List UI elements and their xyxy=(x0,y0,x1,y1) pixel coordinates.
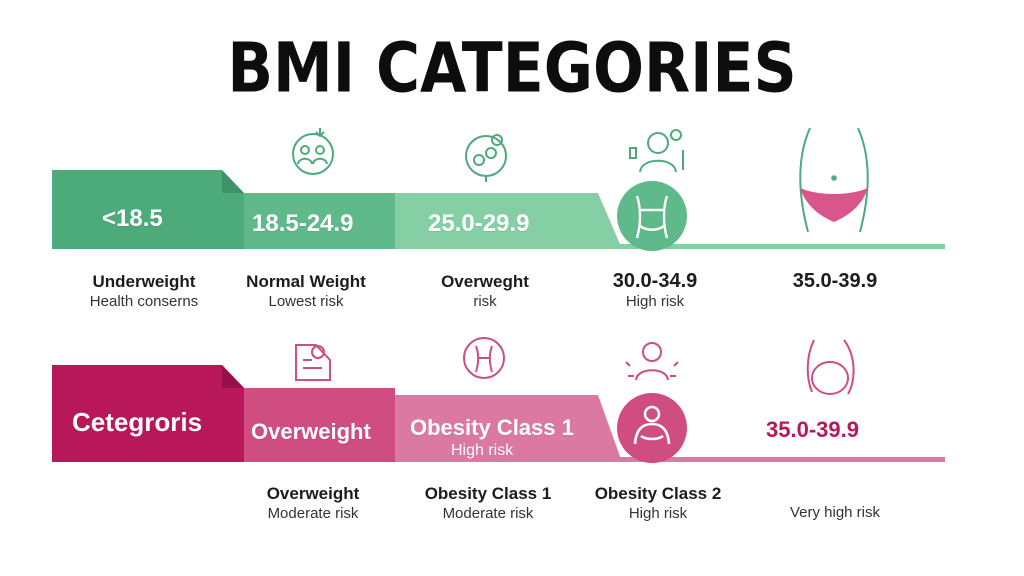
waist-measure-icon xyxy=(463,337,505,379)
top-label-35-39: 35.0-39.9 xyxy=(792,270,878,292)
top-band-segment-3 xyxy=(395,193,622,249)
group-icon xyxy=(292,128,334,175)
belly-icon xyxy=(799,127,869,233)
top-label-normal: Normal Weight Lowest risk xyxy=(246,272,366,310)
bottom-band-segment-2 xyxy=(222,388,395,462)
top-band-segment-1 xyxy=(52,170,244,249)
top-segment-2-text: 18.5-24.9 xyxy=(252,210,354,237)
underwear-icon xyxy=(800,188,868,222)
top-segment-3-text: 25.0-29.9 xyxy=(428,210,530,237)
bottom-segment-3-text: Obesity Class 1 xyxy=(410,415,574,440)
person-icon xyxy=(629,129,684,173)
waist-icon xyxy=(635,195,669,239)
top-label-overweight: Overweght risk xyxy=(441,272,529,310)
bottom-label-obesity-1: Obesity Class 1 Moderate risk xyxy=(424,484,552,522)
top-circle-badge xyxy=(617,181,687,251)
top-label-underweight: Underweight Health conserns xyxy=(89,272,199,310)
top-band-segment-2 xyxy=(220,193,395,249)
bottom-band-segment-3 xyxy=(395,395,622,462)
health-balance-icon xyxy=(465,134,507,182)
bottom-band-baseline xyxy=(600,457,945,462)
page-title: BMI CATEGORIES xyxy=(227,28,797,109)
top-band-fold xyxy=(222,170,244,193)
bottom-label-overweight: Overweight Moderate risk xyxy=(266,484,360,522)
top-band-baseline xyxy=(600,244,945,249)
round-belly-icon xyxy=(806,339,855,395)
top-label-30-34: 30.0-34.9 High risk xyxy=(612,270,698,310)
bottom-circle-badge xyxy=(617,393,687,463)
bottom-band-segment-1 xyxy=(52,365,244,462)
bottom-segment-2-text: Overweight xyxy=(251,419,371,444)
bottom-label-obesity-2: Obesity Class 2 High risk xyxy=(594,484,722,522)
bottom-range-35-39: 35.0-39.9 xyxy=(766,417,859,442)
bottom-label-very-high: Very high risk xyxy=(789,504,881,521)
top-segment-1-text: <18.5 xyxy=(102,205,163,232)
stressed-person-icon xyxy=(625,342,679,381)
bottom-band-fold xyxy=(222,365,244,388)
bottom-segment-3-sub: High risk xyxy=(451,442,514,459)
person-hug-icon xyxy=(633,405,671,445)
scale-check-icon xyxy=(295,344,331,381)
bottom-segment-1-text: Cetegroris xyxy=(72,407,203,437)
